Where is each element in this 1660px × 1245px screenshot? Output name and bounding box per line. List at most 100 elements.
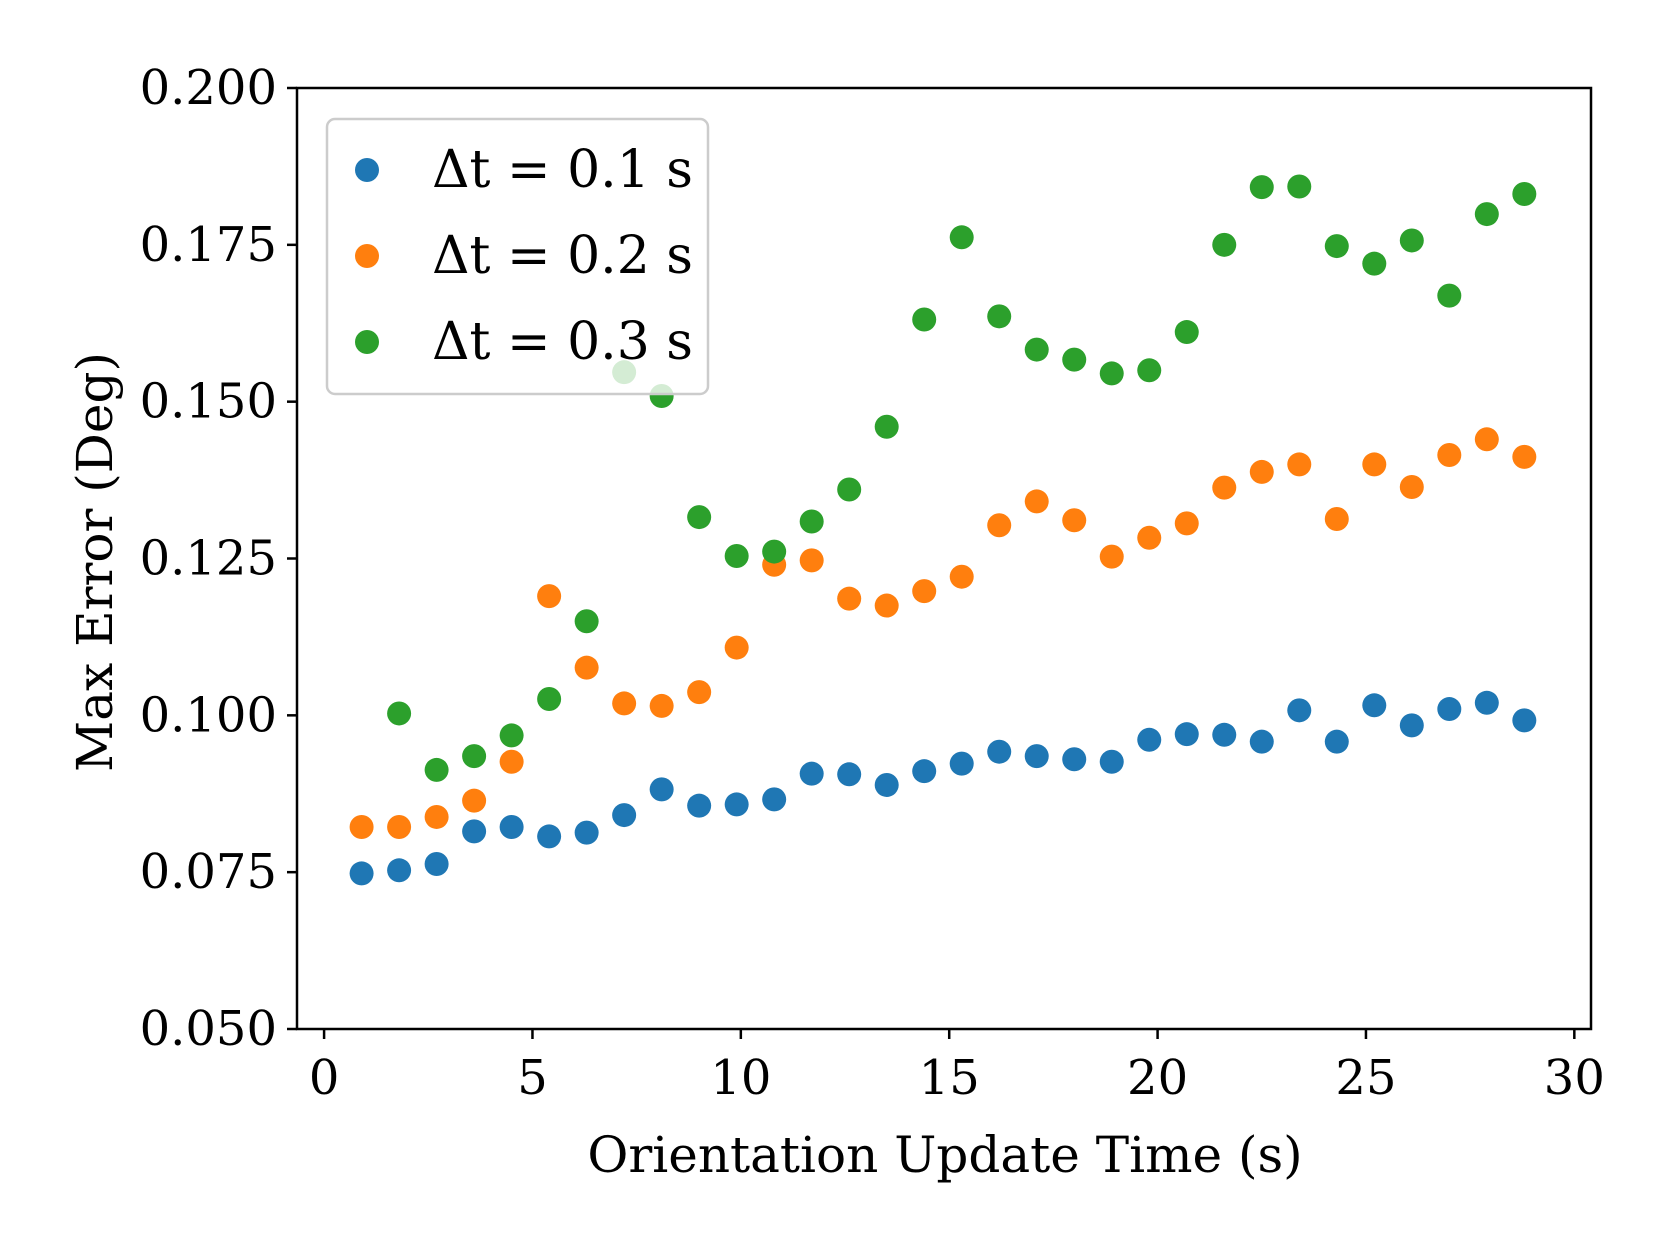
data-point	[387, 858, 412, 883]
x-tick-label: 15	[919, 1050, 980, 1106]
data-point	[1324, 234, 1349, 259]
data-point	[1362, 452, 1387, 477]
data-point	[1399, 713, 1424, 738]
data-point	[499, 814, 524, 839]
data-point	[612, 803, 637, 828]
legend-label: Δt = 0.2 s	[432, 226, 693, 286]
data-point	[687, 793, 712, 818]
data-point	[1099, 544, 1124, 569]
data-point	[1399, 474, 1424, 499]
data-point	[874, 772, 899, 797]
data-point	[1137, 358, 1162, 383]
data-point	[424, 804, 449, 829]
data-point	[1249, 459, 1274, 484]
legend-marker	[355, 244, 379, 268]
data-point	[1212, 232, 1237, 257]
data-point	[1249, 175, 1274, 200]
data-point	[499, 723, 524, 748]
data-point	[1174, 722, 1199, 747]
data-point	[349, 861, 374, 886]
data-point	[574, 820, 599, 845]
x-tick-label: 20	[1127, 1050, 1188, 1106]
legend-box	[325, 117, 710, 396]
data-point	[1174, 511, 1199, 536]
data-point	[799, 761, 824, 786]
data-point	[762, 787, 787, 812]
legend-marker	[355, 158, 379, 182]
data-point	[649, 693, 674, 718]
data-point	[874, 593, 899, 618]
data-point	[1024, 489, 1049, 514]
data-point	[799, 548, 824, 573]
series-2	[349, 427, 1537, 839]
legend-label: Δt = 0.1 s	[432, 140, 693, 200]
data-point	[912, 579, 937, 604]
data-point	[799, 509, 824, 534]
y-axis-ticks: 0.050 0.075 0.100 0.125 0.150 0.175 0.200	[140, 60, 297, 1057]
data-point	[462, 788, 487, 813]
x-axis-ticks: 0 5 10 15 20 25 30	[309, 1029, 1605, 1106]
data-point	[1287, 174, 1312, 199]
data-point	[987, 739, 1012, 764]
data-point	[1062, 747, 1087, 772]
y-tick-label: 0.125	[140, 531, 277, 587]
data-point	[1024, 744, 1049, 769]
x-tick-label: 25	[1335, 1050, 1396, 1106]
data-point	[424, 852, 449, 877]
legend-label: Δt = 0.3 s	[432, 312, 693, 372]
data-point	[687, 505, 712, 530]
data-point	[387, 701, 412, 726]
y-tick-label: 0.050	[140, 1001, 277, 1057]
data-point	[1099, 749, 1124, 774]
data-point	[987, 513, 1012, 538]
data-point	[1062, 508, 1087, 533]
x-tick-label: 30	[1544, 1050, 1605, 1106]
data-point	[1062, 347, 1087, 372]
data-point	[1474, 427, 1499, 452]
data-point	[1287, 698, 1312, 723]
data-point	[912, 759, 937, 784]
y-tick-label: 0.075	[140, 844, 277, 900]
x-tick-label: 5	[517, 1050, 548, 1106]
data-point	[837, 477, 862, 502]
data-point	[574, 609, 599, 634]
data-point	[1512, 708, 1537, 733]
data-point	[1512, 444, 1537, 469]
data-point	[874, 414, 899, 439]
y-axis-label: Max Error (Deg)	[66, 352, 124, 772]
data-point	[499, 749, 524, 774]
data-point	[724, 792, 749, 817]
data-point	[1474, 202, 1499, 227]
data-point	[1362, 693, 1387, 718]
data-point	[1399, 228, 1424, 253]
series-1	[349, 690, 1537, 886]
legend-marker	[355, 330, 379, 354]
y-tick-label: 0.150	[140, 374, 277, 430]
data-point	[1437, 697, 1462, 722]
data-point	[349, 814, 374, 839]
data-point	[949, 751, 974, 776]
data-point	[1099, 361, 1124, 386]
data-point	[837, 762, 862, 787]
data-point	[949, 225, 974, 250]
data-point	[1137, 525, 1162, 550]
data-point	[1174, 320, 1199, 345]
data-point	[912, 307, 937, 332]
data-point	[1362, 251, 1387, 276]
data-point	[1287, 452, 1312, 477]
data-point	[724, 543, 749, 568]
data-point	[687, 680, 712, 705]
data-point	[1512, 182, 1537, 207]
data-point	[1212, 722, 1237, 747]
data-point	[462, 744, 487, 769]
data-point	[987, 304, 1012, 329]
data-point	[949, 564, 974, 589]
data-point	[1437, 442, 1462, 467]
x-tick-label: 10	[710, 1050, 771, 1106]
data-point	[837, 586, 862, 611]
data-point	[1437, 283, 1462, 308]
data-point	[537, 824, 562, 849]
data-point	[612, 691, 637, 716]
data-point	[462, 819, 487, 844]
